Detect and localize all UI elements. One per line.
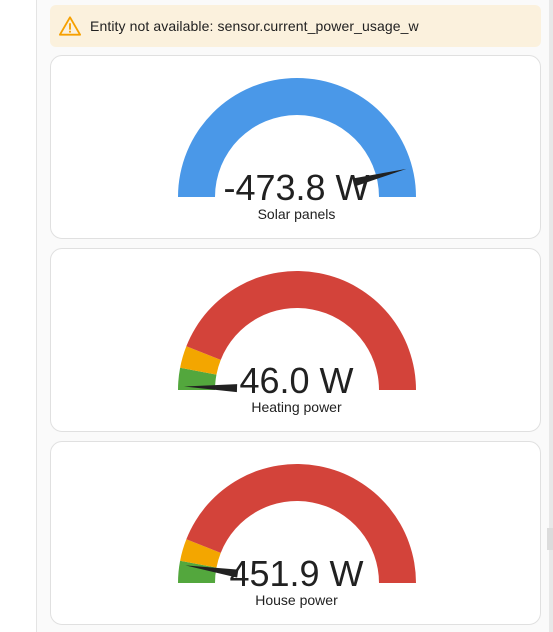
entity-warning-banner: Entity not available: sensor.current_pow… [50,5,541,47]
scrollbar-track[interactable] [549,0,553,632]
gauge-label: House power [255,592,338,608]
sidebar-edge [0,0,37,632]
gauge-card-heating[interactable]: 46.0 W Heating power [50,248,541,432]
gauge-value: -473.8 W [223,167,370,208]
gauge-segment [180,539,221,568]
warning-triangle-icon [59,15,81,37]
gauge-needle [184,384,238,393]
gauge-needle [185,565,239,578]
gauge-dial [178,463,416,583]
gauge-label: Solar panels [257,206,336,222]
gauge-segment [186,270,416,390]
gauge-value: 46.0 W [239,360,354,401]
gauge-needle [354,168,407,186]
warning-text: Entity not available: sensor.current_pow… [90,18,419,34]
gauge-segment [178,560,217,583]
gauge-dial [178,270,416,393]
gauge-segment [178,367,217,390]
gauge-card-house[interactable]: 451.9 W House power [50,441,541,625]
gauge-segment [178,78,416,197]
gauge-segment [180,346,221,375]
gauge-dial [178,78,416,197]
gauge-segment [186,463,416,583]
gauge-value: 451.9 W [229,553,364,594]
gauge-label: Heating power [251,399,342,415]
scrollbar-handle[interactable] [547,528,553,550]
gauge-card-solar[interactable]: -473.8 W Solar panels [50,55,541,239]
